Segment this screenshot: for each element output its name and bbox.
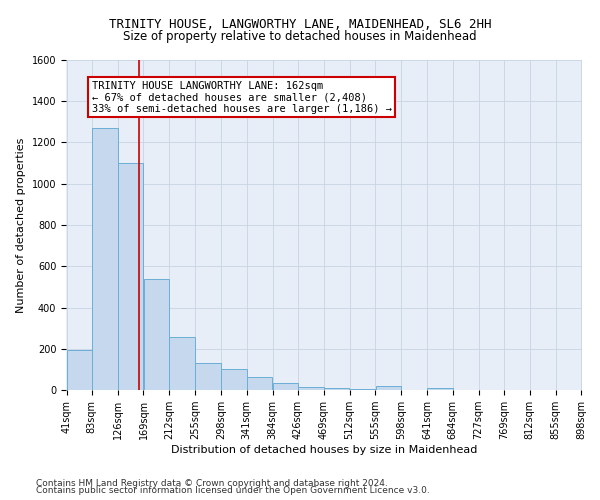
Bar [350,389,375,390]
Bar [324,388,349,390]
Bar [376,386,401,390]
Bar [221,370,247,390]
Text: Contains HM Land Registry data © Crown copyright and database right 2024.: Contains HM Land Registry data © Crown c… [36,478,388,488]
Bar [273,383,298,390]
Bar [298,387,323,390]
Bar [118,163,143,390]
X-axis label: Distribution of detached houses by size in Maidenhead: Distribution of detached houses by size … [171,445,477,455]
Y-axis label: Number of detached properties: Number of detached properties [16,138,26,312]
Bar [196,363,221,390]
Bar [427,388,452,390]
Text: TRINITY HOUSE, LANGWORTHY LANE, MAIDENHEAD, SL6 2HH: TRINITY HOUSE, LANGWORTHY LANE, MAIDENHE… [109,18,491,30]
Bar [143,278,169,390]
Text: Size of property relative to detached houses in Maidenhead: Size of property relative to detached ho… [123,30,477,43]
Bar [92,128,118,390]
Bar [67,350,92,390]
Bar [247,376,272,390]
Text: Contains public sector information licensed under the Open Government Licence v3: Contains public sector information licen… [36,486,430,495]
Text: TRINITY HOUSE LANGWORTHY LANE: 162sqm
← 67% of detached houses are smaller (2,40: TRINITY HOUSE LANGWORTHY LANE: 162sqm ← … [92,80,392,114]
Bar [169,338,195,390]
